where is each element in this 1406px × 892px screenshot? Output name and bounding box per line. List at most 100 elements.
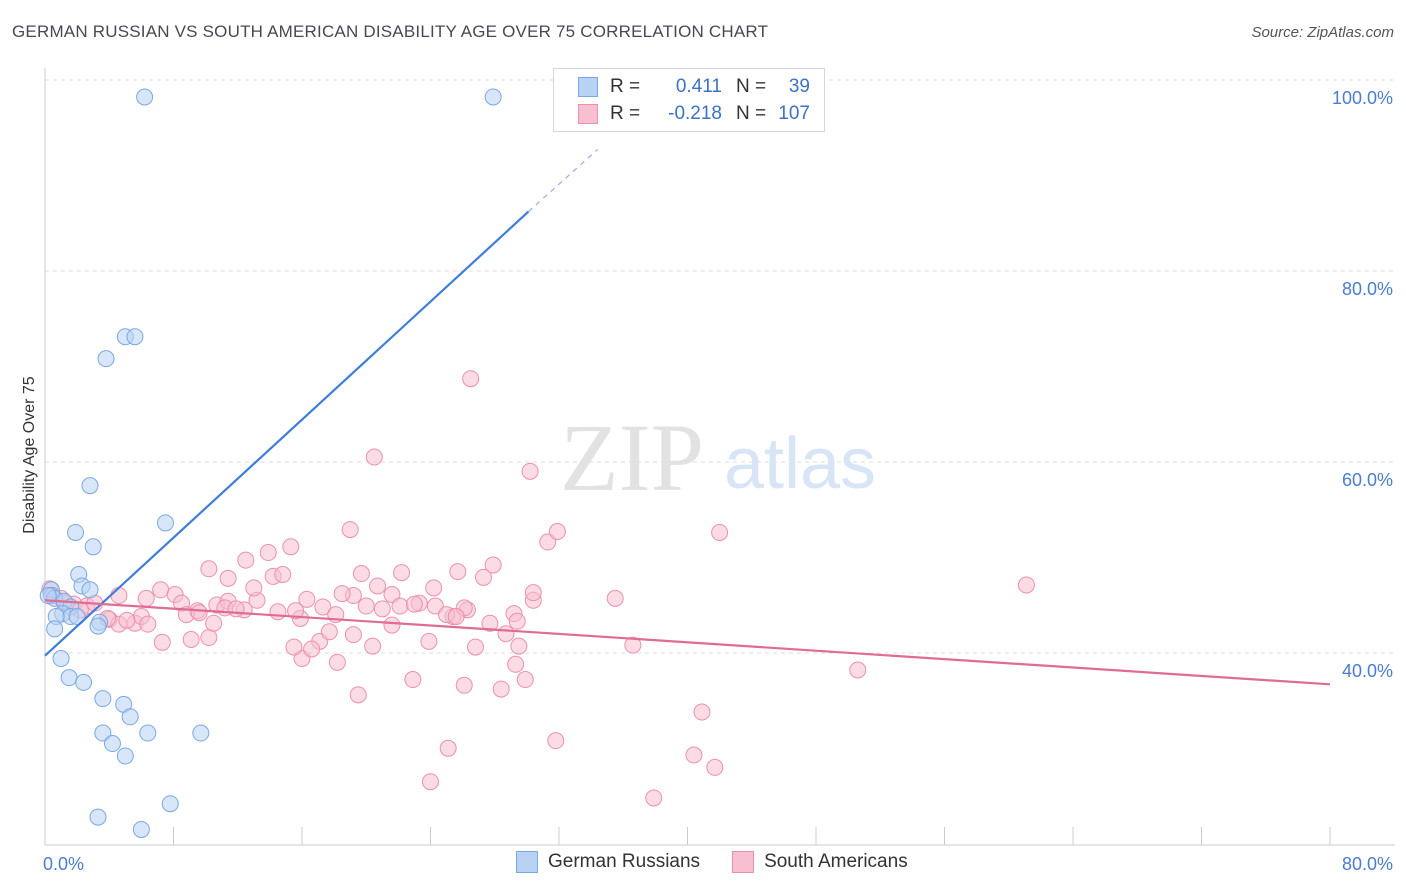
y-tick-label: 40.0% <box>1342 661 1393 681</box>
south-americans-point <box>521 462 539 480</box>
south-americans-point <box>365 448 383 466</box>
south-americans-point <box>282 538 300 556</box>
german-russians-point <box>46 620 64 638</box>
south-americans-point <box>182 630 200 648</box>
south-americans-point <box>373 600 391 618</box>
south-americans-point <box>420 632 438 650</box>
south-americans-point <box>139 615 157 633</box>
watermark: ZIP atlas <box>560 404 876 511</box>
south-americans-point <box>481 614 499 632</box>
south-americans-point <box>341 521 359 539</box>
trend-lines <box>44 149 1331 686</box>
legend-swatch-blue <box>516 851 538 873</box>
x-tick-label: 0.0% <box>43 854 84 874</box>
south-americans-point <box>200 629 218 647</box>
south-americans-point <box>624 636 642 654</box>
german-russians-point <box>89 808 107 826</box>
south-americans-point <box>706 758 724 776</box>
legend-row-german-russians: R = 0.411 N = 39 <box>578 74 810 100</box>
south-americans-point <box>245 579 263 597</box>
axes <box>44 68 1395 846</box>
south-americans-point <box>303 640 321 658</box>
south-americans-point <box>328 653 346 671</box>
south-americans-trend-line <box>44 599 1331 686</box>
legend-swatch-pink <box>732 851 755 873</box>
south-americans-point <box>484 556 502 574</box>
south-americans-point <box>298 590 316 608</box>
german-russians-point <box>89 617 107 635</box>
south-americans-point <box>439 739 457 757</box>
legend-row-south-americans: R = -0.218 N = 107 <box>578 101 810 127</box>
legend-n-value: 107 <box>778 103 810 124</box>
german-russians-point <box>81 581 99 599</box>
south-americans-point <box>426 597 444 615</box>
german-russians-point <box>116 747 134 765</box>
south-americans-point <box>237 551 255 569</box>
south-americans-point <box>152 581 170 599</box>
south-americans-point <box>219 569 237 587</box>
y-axis-title: Disability Age Over 75 <box>21 376 38 534</box>
south-americans-point <box>1017 576 1035 594</box>
x-tick-label: 80.0% <box>1342 854 1393 874</box>
south-americans-point <box>393 564 411 582</box>
south-americans-point <box>287 602 305 620</box>
german-russians-point <box>67 523 85 541</box>
german-russians-trend-line <box>44 210 530 657</box>
south-americans-point <box>449 563 467 581</box>
german-russians-trend-extension <box>528 149 598 213</box>
german-russians-point <box>192 724 210 742</box>
south-americans-point <box>333 585 351 603</box>
german-russians-point <box>484 88 502 106</box>
legend-n-label: N = <box>736 76 767 97</box>
south-americans-point <box>497 625 515 643</box>
german-russians-point <box>68 608 86 626</box>
german-russians-point <box>126 328 144 346</box>
legend-swatch-blue <box>578 77 598 97</box>
watermark-atlas: atlas <box>724 424 876 504</box>
south-americans-point <box>110 587 128 605</box>
south-americans-point <box>685 746 703 764</box>
source-note: Source: ZipAtlas.com <box>1251 24 1394 41</box>
south-americans-point <box>269 603 287 621</box>
legend-label: German Russians <box>548 851 701 872</box>
legend-r-label: R = <box>610 76 641 97</box>
german-russians-point <box>139 724 157 742</box>
south-americans-point <box>466 638 484 656</box>
south-americans-point <box>190 604 208 622</box>
south-americans-point <box>425 579 443 597</box>
y-tick-label: 60.0% <box>1342 470 1393 490</box>
south-americans-point <box>606 589 624 607</box>
legend-item-german-russians: German Russians <box>516 851 700 873</box>
german-russians-point <box>75 673 93 691</box>
german-russians-point <box>161 795 179 813</box>
tick-labels: 40.0% 60.0% 80.0% 100.0% 0.0% 80.0% <box>43 88 1393 874</box>
south-americans-point <box>349 686 367 704</box>
south-americans-point <box>547 732 565 750</box>
south-americans-point <box>447 608 465 626</box>
y-tick-label: 100.0% <box>1332 88 1393 108</box>
south-americans-point <box>274 566 292 583</box>
german-russians-points <box>39 88 502 838</box>
correlation-legend: R = 0.411 N = 39 R = -0.218 N = 107 <box>553 68 825 132</box>
south-americans-point <box>422 773 439 791</box>
south-americans-point <box>548 523 566 541</box>
legend-n-value: 39 <box>788 76 810 97</box>
south-americans-point <box>508 612 526 630</box>
legend-r-value: -0.218 <box>668 103 722 124</box>
south-americans-point <box>711 523 729 541</box>
german-russians-point <box>121 708 139 726</box>
german-russians-point <box>39 587 57 605</box>
south-americans-point <box>320 623 338 641</box>
german-russians-point <box>81 477 99 495</box>
south-americans-point <box>205 614 223 632</box>
south-americans-point <box>475 568 493 586</box>
south-americans-point <box>510 637 528 655</box>
south-americans-point <box>383 616 401 634</box>
south-americans-point <box>645 789 663 807</box>
y-tick-label: 80.0% <box>1342 279 1393 299</box>
south-americans-point <box>368 577 386 595</box>
legend-item-south-americans: South Americans <box>732 851 908 873</box>
south-americans-point <box>118 611 136 629</box>
south-americans-point <box>227 600 245 618</box>
